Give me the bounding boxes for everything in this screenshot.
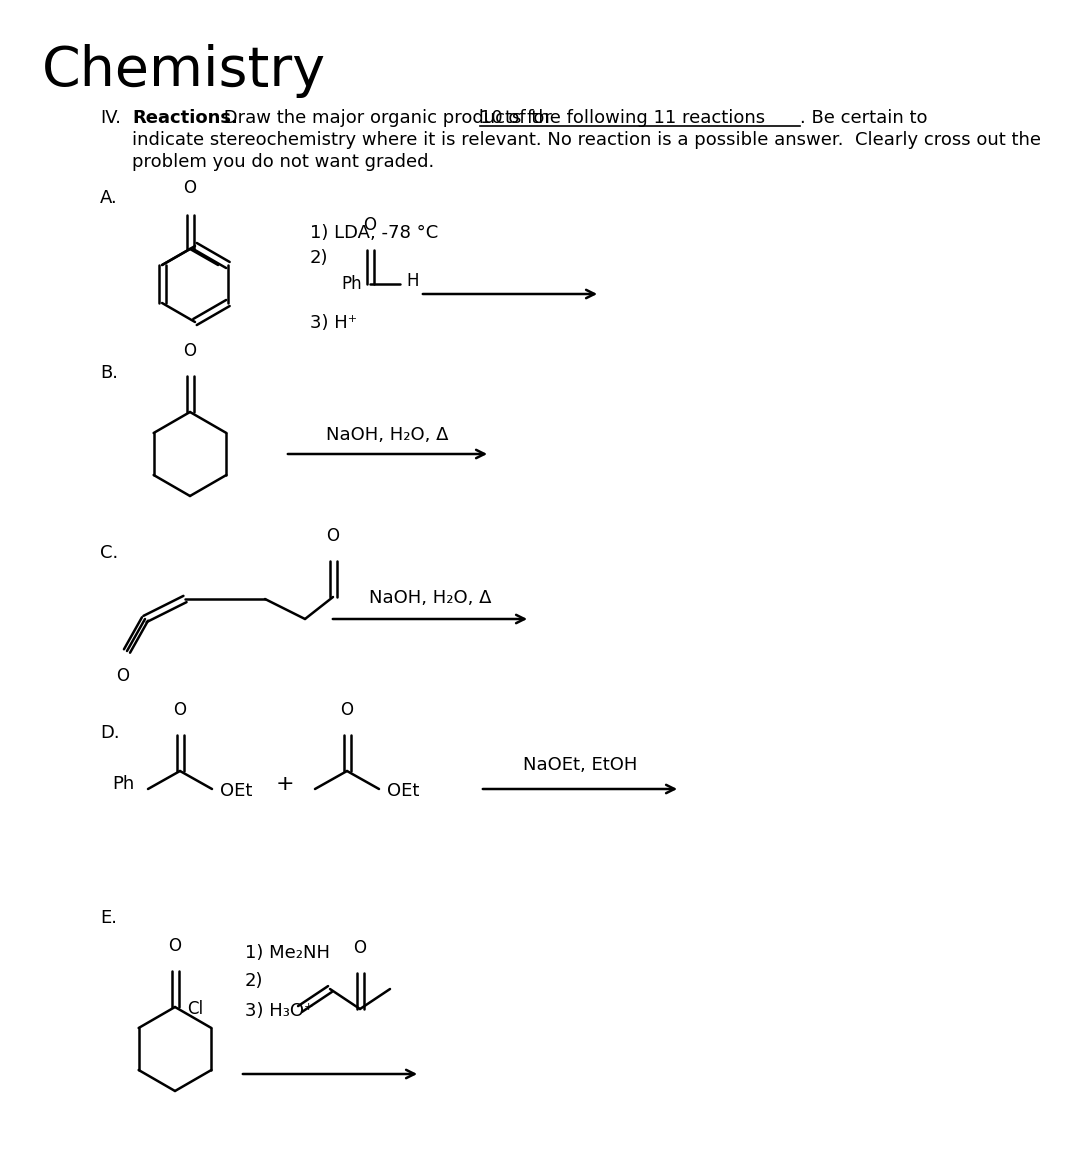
Text: O: O [364,217,377,234]
Text: O: O [168,937,181,954]
Text: O: O [174,701,187,719]
Text: NaOEt, EtOH: NaOEt, EtOH [523,755,637,774]
Text: Ph: Ph [112,775,134,793]
Text: O: O [117,667,130,684]
Text: H: H [406,272,419,290]
Text: 1) LDA, -78 °C: 1) LDA, -78 °C [310,223,438,242]
Text: O: O [340,701,353,719]
Text: O: O [184,179,197,197]
Text: A.: A. [100,189,118,207]
Text: +: + [275,774,295,794]
Text: C.: C. [100,544,118,562]
Text: D.: D. [100,724,120,741]
Text: 2): 2) [310,249,328,267]
Text: 10 of the following 11 reactions: 10 of the following 11 reactions [480,109,765,127]
Text: E.: E. [100,909,117,927]
Text: Reactions.: Reactions. [132,109,238,127]
Text: OEt: OEt [387,782,419,800]
Text: Draw the major organic products for: Draw the major organic products for [218,109,557,127]
Text: B.: B. [100,364,118,382]
Text: problem you do not want graded.: problem you do not want graded. [132,152,434,171]
Text: . Be certain to: . Be certain to [800,109,928,127]
Text: 1) Me₂NH: 1) Me₂NH [245,944,330,961]
Text: O: O [353,939,366,957]
Text: Chemistry: Chemistry [42,44,326,98]
Text: NaOH, H₂O, Δ: NaOH, H₂O, Δ [368,589,491,606]
Text: Cl: Cl [187,1000,203,1018]
Text: 3) H⁺: 3) H⁺ [310,314,357,332]
Text: O: O [326,527,339,545]
Text: O: O [184,342,197,360]
Text: 3) H₃O⁺: 3) H₃O⁺ [245,1002,313,1020]
Text: IV.: IV. [100,109,121,127]
Text: NaOH, H₂O, Δ: NaOH, H₂O, Δ [326,426,448,443]
Text: Ph: Ph [341,275,362,293]
Text: 2): 2) [245,972,264,991]
Text: OEt: OEt [220,782,253,800]
Text: indicate stereochemistry where it is relevant. No reaction is a possible answer.: indicate stereochemistry where it is rel… [132,132,1041,149]
